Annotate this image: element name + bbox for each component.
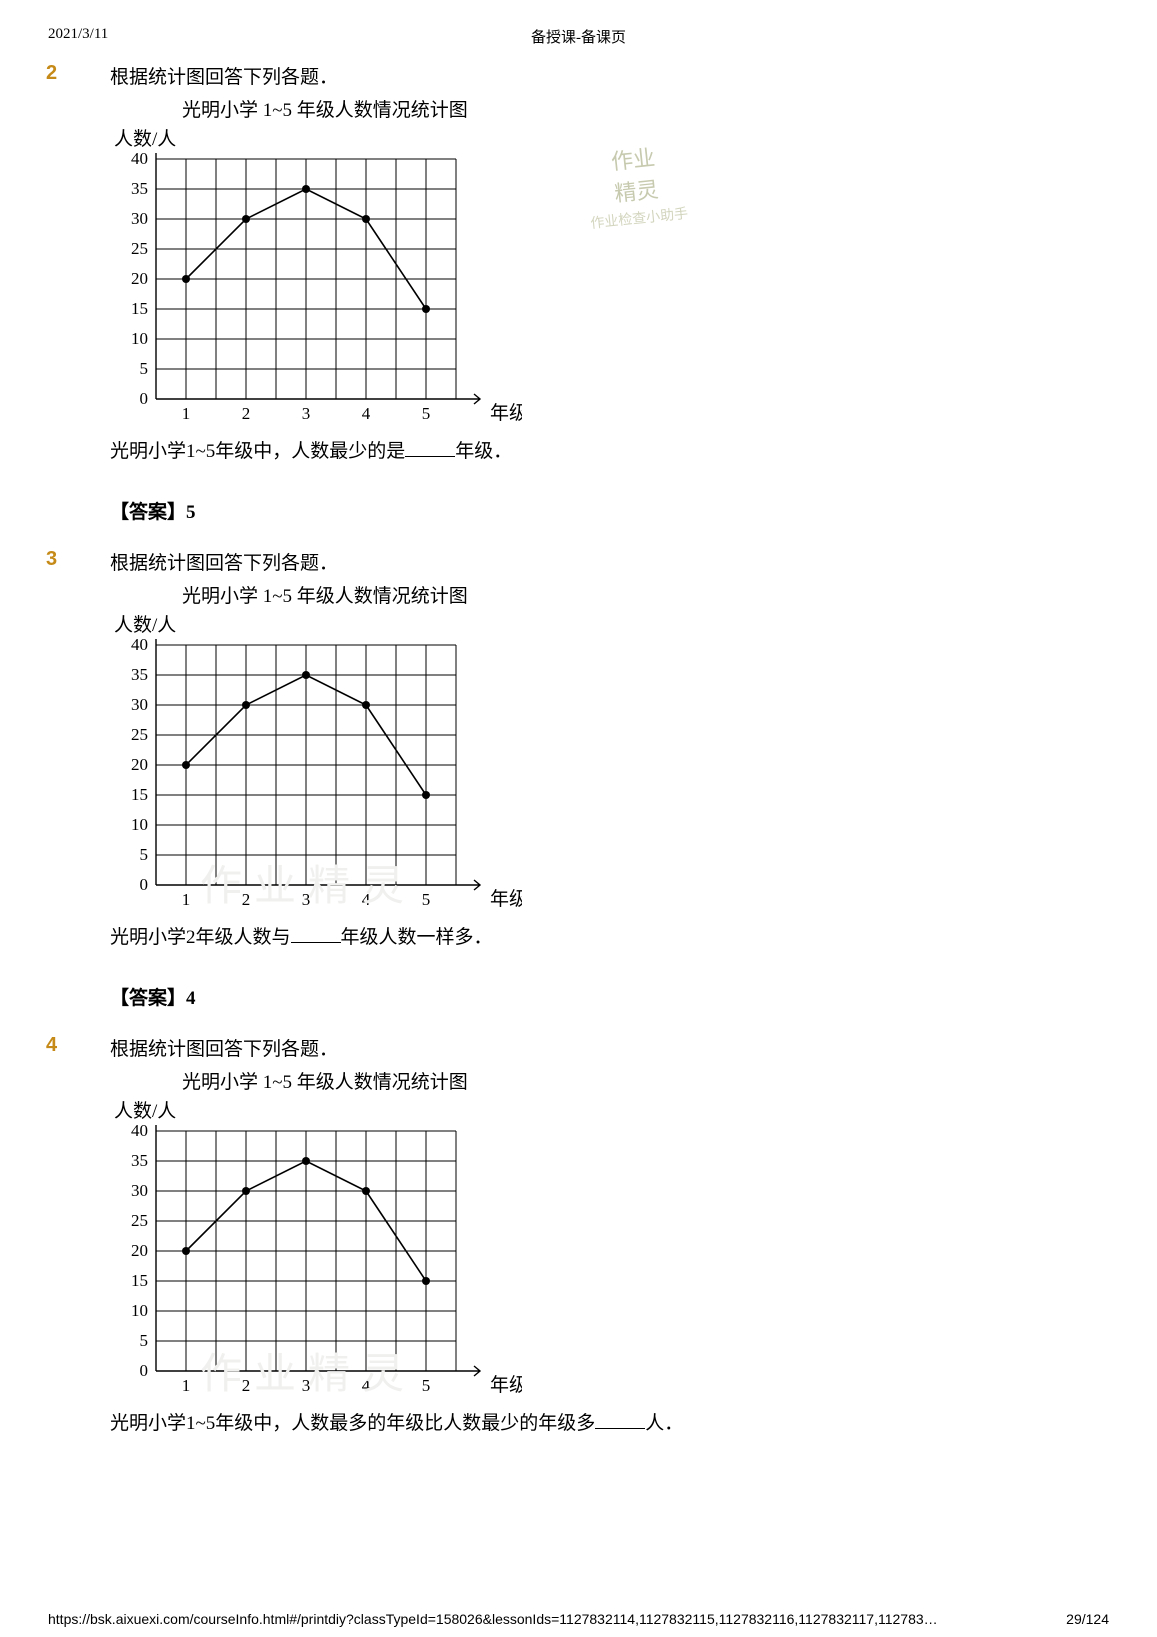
sentence-part-2: 年级人数一样多． <box>341 927 493 948</box>
svg-text:3: 3 <box>302 890 311 909</box>
answer-value: 4 <box>186 988 196 1009</box>
question-sentence: 光明小学1~5年级中，人数最少的是 年级． <box>110 436 1157 463</box>
svg-text:15: 15 <box>131 299 148 318</box>
svg-text:20: 20 <box>131 1241 148 1260</box>
svg-text:40: 40 <box>131 1125 148 1140</box>
svg-text:30: 30 <box>131 695 148 714</box>
svg-text:5: 5 <box>140 359 149 378</box>
question-number: 2 <box>46 62 57 85</box>
svg-text:2: 2 <box>242 404 251 423</box>
svg-text:5: 5 <box>140 845 149 864</box>
chart-container: 0 5 10 15 20 25 30 35 40 1 2 3 4 5 年级 <box>118 639 1157 916</box>
svg-text:1: 1 <box>182 404 191 423</box>
svg-text:20: 20 <box>131 755 148 774</box>
svg-text:35: 35 <box>131 179 148 198</box>
svg-text:5: 5 <box>422 404 431 423</box>
fill-blank <box>595 1411 645 1429</box>
chart-ylabel: 人数/人 <box>114 610 1157 637</box>
svg-text:25: 25 <box>131 239 148 258</box>
svg-text:3: 3 <box>302 1376 311 1395</box>
question-prompt: 根据统计图回答下列各题． <box>110 548 1157 575</box>
svg-text:年级: 年级 <box>490 888 522 910</box>
line-chart: 0 5 10 15 20 25 30 35 40 1 2 3 4 5 年级 <box>118 639 522 911</box>
sentence-part-2: 年级． <box>455 441 512 462</box>
question-number: 4 <box>46 1034 57 1057</box>
chart-title: 光明小学 1~5 年级人数情况统计图 <box>182 95 1157 122</box>
footer-url: https://bsk.aixuexi.com/courseInfo.html#… <box>48 1611 938 1627</box>
sentence-part-1: 光明小学1~5年级中，人数最多的年级比人数最少的年级多 <box>110 1413 595 1434</box>
answer-label: 【答案】 <box>110 502 186 523</box>
svg-text:年级: 年级 <box>490 402 522 424</box>
fill-blank <box>291 925 341 943</box>
svg-text:年级: 年级 <box>490 1374 522 1396</box>
svg-text:25: 25 <box>131 1211 148 1230</box>
svg-text:5: 5 <box>422 890 431 909</box>
question-sentence: 光明小学2年级人数与 年级人数一样多． <box>110 922 1157 949</box>
svg-text:4: 4 <box>362 404 371 423</box>
svg-text:10: 10 <box>131 815 148 834</box>
svg-text:0: 0 <box>140 1361 149 1380</box>
svg-text:1: 1 <box>182 1376 191 1395</box>
chart-title: 光明小学 1~5 年级人数情况统计图 <box>182 1067 1157 1094</box>
chart-container: 0 5 10 15 20 25 30 35 40 1 2 3 4 5 年级 <box>118 153 1157 430</box>
sentence-part-1: 光明小学1~5年级中，人数最少的是 <box>110 441 405 462</box>
question-3: 3 根据统计图回答下列各题． 光明小学 1~5 年级人数情况统计图 人数/人 0… <box>0 548 1157 1010</box>
svg-text:35: 35 <box>131 1151 148 1170</box>
answer-block: 【答案】4 <box>110 983 1157 1010</box>
svg-text:2: 2 <box>242 1376 251 1395</box>
line-chart: 0 5 10 15 20 25 30 35 40 1 2 3 4 5 年级 <box>118 153 522 425</box>
svg-text:0: 0 <box>140 389 149 408</box>
svg-text:0: 0 <box>140 875 149 894</box>
svg-text:3: 3 <box>302 404 311 423</box>
chart-title: 光明小学 1~5 年级人数情况统计图 <box>182 581 1157 608</box>
svg-text:30: 30 <box>131 209 148 228</box>
line-chart: 0 5 10 15 20 25 30 35 40 1 2 3 4 5 年级 <box>118 1125 522 1397</box>
content-area: 作业 精灵 作业检查小助手 2 根据统计图回答下列各题． 光明小学 1~5 年级… <box>0 62 1157 1459</box>
svg-text:30: 30 <box>131 1181 148 1200</box>
svg-text:40: 40 <box>131 153 148 168</box>
footer-page: 29/124 <box>1066 1611 1109 1627</box>
chart-container: 0 5 10 15 20 25 30 35 40 1 2 3 4 5 年级 <box>118 1125 1157 1402</box>
svg-text:15: 15 <box>131 1271 148 1290</box>
chart-ylabel: 人数/人 <box>114 1096 1157 1123</box>
svg-text:10: 10 <box>131 329 148 348</box>
answer-label: 【答案】 <box>110 988 186 1009</box>
question-sentence: 光明小学1~5年级中，人数最多的年级比人数最少的年级多 人． <box>110 1408 1157 1435</box>
svg-text:20: 20 <box>131 269 148 288</box>
answer-value: 5 <box>186 502 196 523</box>
fill-blank <box>405 439 455 457</box>
answer-block: 【答案】5 <box>110 497 1157 524</box>
svg-text:15: 15 <box>131 785 148 804</box>
question-4: 4 根据统计图回答下列各题． 光明小学 1~5 年级人数情况统计图 人数/人 0… <box>0 1034 1157 1435</box>
sentence-part-1: 光明小学2年级人数与 <box>110 927 291 948</box>
svg-text:4: 4 <box>362 1376 371 1395</box>
svg-text:5: 5 <box>140 1331 149 1350</box>
svg-text:40: 40 <box>131 639 148 654</box>
svg-text:10: 10 <box>131 1301 148 1320</box>
header-title: 备授课-备课页 <box>0 26 1157 47</box>
question-prompt: 根据统计图回答下列各题． <box>110 62 1157 89</box>
sentence-part-2: 人． <box>645 1413 683 1434</box>
question-prompt: 根据统计图回答下列各题． <box>110 1034 1157 1061</box>
question-2: 作业 精灵 作业检查小助手 2 根据统计图回答下列各题． 光明小学 1~5 年级… <box>0 62 1157 524</box>
svg-text:25: 25 <box>131 725 148 744</box>
question-number: 3 <box>46 548 57 571</box>
svg-text:35: 35 <box>131 665 148 684</box>
svg-text:5: 5 <box>422 1376 431 1395</box>
svg-text:4: 4 <box>362 890 371 909</box>
svg-text:1: 1 <box>182 890 191 909</box>
svg-text:2: 2 <box>242 890 251 909</box>
